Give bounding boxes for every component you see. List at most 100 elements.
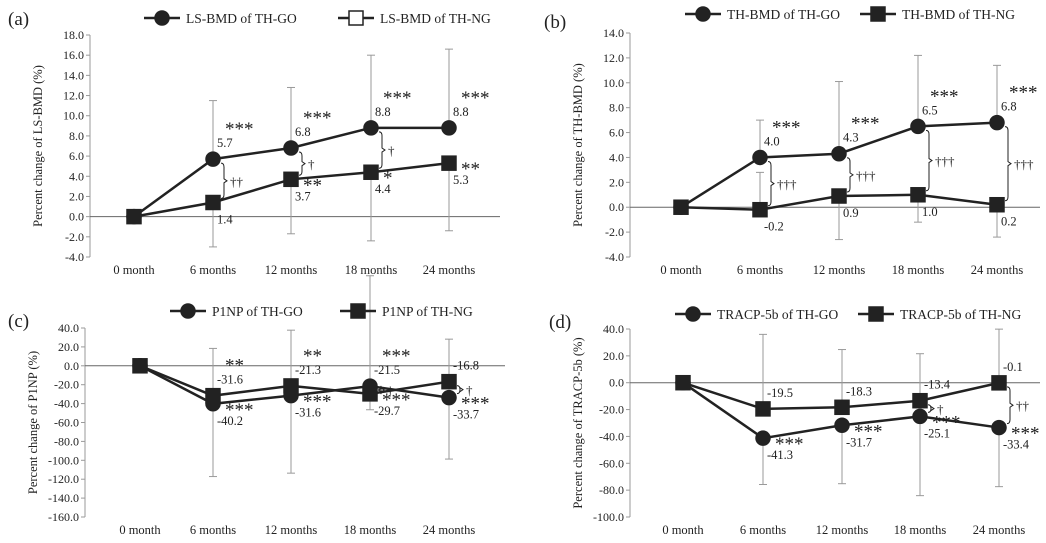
data-label: -41.3 [767, 448, 793, 462]
y-tick-label: -60.0 [54, 416, 79, 430]
group-diff-bracket [925, 129, 933, 192]
data-label: -40.2 [217, 414, 243, 428]
data-point-s2 [205, 194, 221, 211]
y-axis-title: Percent change of P1NP (%) [26, 351, 40, 494]
legend: P1NP of TH-GO P1NP of TH-NG [170, 303, 473, 319]
y-axis-title: Percent change of TRACP-5b (%) [571, 337, 585, 508]
significance-label: *** [303, 108, 332, 129]
legend: TRACP-5b of TH-GO TRACP-5b of TH-NG [675, 306, 1022, 322]
data-label: 4.0 [764, 134, 780, 148]
significance-label: *** [851, 114, 880, 135]
group-diff-bracket [220, 162, 228, 200]
significance-label: *** [461, 88, 490, 109]
data-point-s2 [283, 171, 299, 188]
x-tick-label: 6 months [737, 263, 783, 277]
y-tick-label: 8.0 [609, 101, 624, 115]
data-point-s2 [831, 188, 847, 204]
data-point-s1 [205, 151, 221, 167]
data-point-s1 [441, 389, 457, 406]
x-tick-label: 18 months [344, 523, 397, 537]
legend-entry: P1NP of TH-GO [212, 304, 303, 319]
data-label: -29.7 [374, 404, 400, 418]
y-tick-label: 6.0 [609, 126, 624, 140]
data-label: -31.6 [295, 406, 321, 420]
x-tick-label: 6 months [190, 523, 236, 537]
data-label: -33.7 [453, 408, 479, 422]
data-label: -31.6 [217, 373, 243, 387]
data-label: -25.1 [924, 426, 950, 440]
data-point-s1 [441, 120, 457, 136]
data-point-s2 [205, 387, 221, 404]
data-label: 8.8 [453, 105, 469, 119]
significance-label: ** [303, 346, 322, 367]
group-diff-label: †† [1016, 398, 1030, 413]
y-tick-label: -20.0 [54, 378, 79, 392]
y-tick-label: 4.0 [609, 150, 624, 164]
y-tick-label: 10.0 [603, 76, 624, 90]
legend-marker [348, 10, 364, 26]
y-tick-label: 20.0 [58, 340, 79, 354]
legend-entry: TRACP-5b of TH-NG [900, 307, 1022, 322]
y-tick-label: -2.0 [605, 225, 624, 239]
significance-label: ** [461, 159, 480, 180]
group-diff-label: † [937, 402, 944, 417]
chart-panel-4: (d) 40.0 20.0 0.0 -20.0 -40.0 -60.0 -80.0 -100.0… [549, 306, 1040, 537]
significance-label: *** [1011, 424, 1040, 445]
x-tick-label: 6 months [190, 263, 236, 277]
data-label: -31.7 [846, 435, 872, 449]
legend-marker [350, 303, 366, 319]
data-point-s1 [755, 430, 771, 446]
y-tick-label: -60.0 [599, 456, 624, 470]
group-diff-bracket [378, 131, 386, 169]
y-tick-label: 0.0 [69, 210, 84, 224]
group-diff-label: † [387, 383, 394, 398]
legend-marker [868, 306, 884, 322]
data-point-s1 [910, 118, 926, 135]
x-tick-label: 0 month [662, 523, 704, 537]
x-tick-label: 24 months [971, 263, 1024, 277]
data-label: 4.4 [375, 182, 391, 196]
chart-panel-3: (c) 40.0 20.0 0.0 -20.0 -40.0 -60.0 -80.0 -100.0… [8, 275, 505, 537]
group-diff-label: ††† [935, 154, 955, 169]
y-tick-label: 14.0 [63, 68, 84, 82]
x-tick-label: 0 month [660, 263, 702, 277]
data-label: -13.4 [924, 378, 951, 392]
y-tick-label: -80.0 [599, 483, 624, 497]
data-point-s1 [834, 417, 850, 434]
data-point-s2 [362, 386, 378, 402]
significance-label: *** [382, 390, 411, 411]
legend-entry: TH-BMD of TH-NG [902, 7, 1015, 22]
data-label: -33.4 [1003, 438, 1030, 452]
y-tick-label: -140.0 [48, 491, 79, 505]
y-tick-label: -40.0 [54, 397, 79, 411]
group-diff-label: † [388, 143, 395, 158]
legend-marker [685, 306, 701, 322]
x-tick-label: 12 months [813, 263, 866, 277]
y-tick-label: -100.0 [48, 453, 79, 467]
significance-label: *** [772, 117, 801, 138]
data-label: -16.8 [453, 359, 479, 373]
y-tick-label: 0.0 [609, 376, 624, 390]
x-tick-label: 18 months [345, 263, 398, 277]
group-diff-label: †† [230, 174, 244, 189]
y-tick-label: 12.0 [63, 89, 84, 103]
y-tick-label: 0.0 [609, 200, 624, 214]
data-label: 6.8 [295, 125, 311, 139]
group-diff-bracket [846, 157, 854, 193]
x-tick-label: 24 months [423, 523, 476, 537]
significance-label: ** [225, 356, 244, 377]
data-point-s2 [363, 164, 379, 180]
data-label: -0.1 [1003, 360, 1023, 374]
data-point-s2 [910, 187, 926, 203]
y-tick-label: -120.0 [48, 472, 79, 486]
group-diff-label: ††† [777, 177, 797, 192]
y-tick-label: 4.0 [69, 169, 84, 183]
data-point-s2 [752, 201, 768, 218]
y-tick-label: -80.0 [54, 434, 79, 448]
y-axis-title: Percent change of LS-BMD (%) [31, 65, 45, 227]
data-point-s1 [752, 149, 768, 166]
significance-label: *** [461, 394, 490, 415]
legend: LS-BMD of TH-GO LS-BMD of TH-NG [144, 10, 491, 26]
y-tick-label: 0.0 [64, 359, 79, 373]
